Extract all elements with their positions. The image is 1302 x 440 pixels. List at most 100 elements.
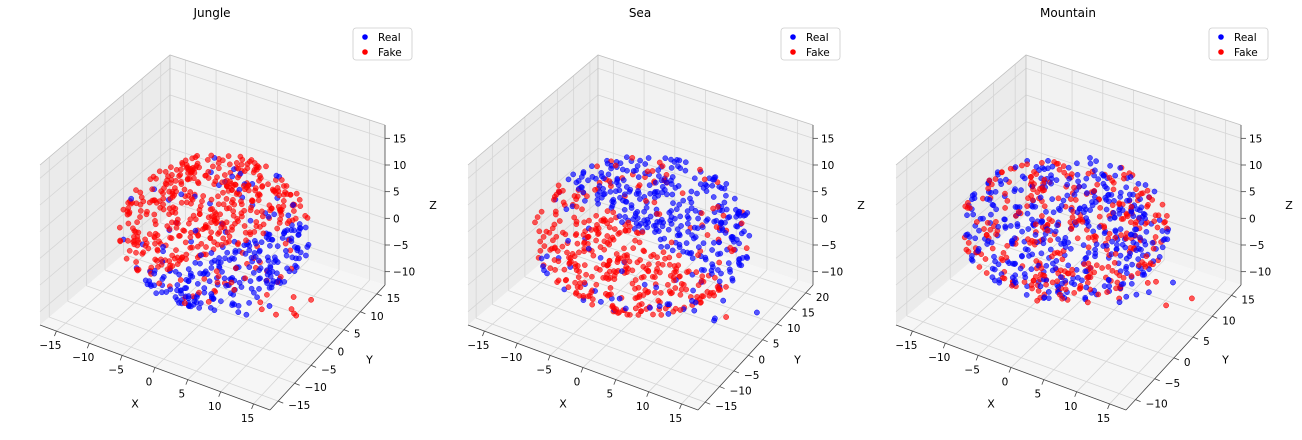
point-fake bbox=[274, 225, 281, 232]
point-fake bbox=[603, 291, 609, 297]
point-fake bbox=[684, 269, 690, 275]
point-real bbox=[664, 243, 671, 250]
point-real bbox=[1018, 187, 1024, 193]
point-real bbox=[247, 217, 254, 224]
point-fake bbox=[213, 268, 220, 275]
point-real bbox=[1060, 197, 1067, 204]
point-real bbox=[1032, 232, 1039, 238]
point-real bbox=[585, 245, 592, 252]
point-real bbox=[635, 190, 642, 197]
point-fake bbox=[220, 221, 227, 227]
point-real bbox=[1074, 171, 1081, 178]
point-fake bbox=[258, 306, 265, 313]
point-fake bbox=[134, 267, 141, 274]
y-tick-label: 10 bbox=[370, 311, 383, 323]
point-fake bbox=[219, 157, 226, 164]
point-fake bbox=[707, 290, 714, 296]
point-fake bbox=[1033, 171, 1040, 177]
point-fake bbox=[1021, 279, 1028, 285]
point-fake bbox=[215, 201, 222, 208]
point-fake bbox=[221, 172, 228, 178]
point-fake bbox=[574, 240, 581, 247]
point-fake bbox=[1069, 214, 1076, 221]
point-fake bbox=[976, 264, 983, 270]
point-fake bbox=[572, 290, 579, 297]
point-real bbox=[1130, 191, 1136, 198]
point-fake bbox=[564, 249, 570, 256]
point-fake bbox=[223, 196, 230, 202]
point-fake bbox=[1118, 216, 1125, 222]
point-fake bbox=[174, 261, 181, 267]
point-fake bbox=[166, 226, 173, 232]
point-real bbox=[667, 217, 674, 224]
point-real bbox=[710, 194, 717, 200]
y-tick-label: 15 bbox=[801, 307, 814, 319]
point-real bbox=[964, 212, 970, 219]
point-real bbox=[601, 175, 607, 182]
point-fake bbox=[1144, 203, 1150, 210]
point-real bbox=[716, 239, 722, 246]
point-real bbox=[641, 281, 648, 288]
point-real bbox=[668, 208, 674, 214]
point-real bbox=[563, 206, 570, 213]
point-fake bbox=[154, 258, 160, 264]
point-real bbox=[1011, 235, 1018, 241]
point-fake bbox=[187, 244, 194, 251]
point-fake bbox=[1153, 278, 1159, 285]
point-fake bbox=[1069, 266, 1075, 273]
x-tick-label: 5 bbox=[607, 389, 614, 401]
legend-marker bbox=[1218, 34, 1224, 40]
point-real bbox=[1138, 204, 1145, 211]
z-tick-label: 5 bbox=[1249, 187, 1256, 199]
point-fake bbox=[224, 183, 231, 190]
point-real bbox=[1142, 241, 1149, 248]
point-real bbox=[1029, 216, 1035, 223]
point-fake bbox=[201, 275, 208, 282]
point-fake bbox=[1092, 233, 1098, 239]
point-fake bbox=[555, 258, 562, 265]
point-real bbox=[684, 220, 691, 227]
x-tick-label: 0 bbox=[1002, 377, 1009, 389]
point-fake bbox=[1121, 171, 1127, 178]
x-tick-label: 15 bbox=[669, 413, 682, 425]
point-fake bbox=[537, 238, 544, 245]
point-real bbox=[682, 167, 689, 174]
point-real bbox=[1136, 214, 1143, 221]
point-real bbox=[677, 213, 684, 220]
point-fake bbox=[182, 239, 189, 246]
point-real bbox=[144, 281, 151, 288]
point-fake bbox=[252, 187, 258, 194]
point-real bbox=[1101, 230, 1108, 236]
point-fake bbox=[1116, 272, 1123, 279]
point-real bbox=[655, 167, 662, 174]
point-fake bbox=[695, 282, 702, 288]
point-fake bbox=[588, 227, 595, 233]
point-real bbox=[600, 191, 607, 198]
point-fake bbox=[152, 217, 158, 224]
x-tick-label: 15 bbox=[1097, 413, 1110, 425]
point-real bbox=[264, 280, 270, 287]
point-fake bbox=[133, 259, 139, 265]
point-real bbox=[1049, 196, 1056, 202]
point-fake bbox=[1071, 290, 1078, 296]
legend-label: Fake bbox=[1234, 47, 1258, 59]
point-real bbox=[686, 250, 693, 257]
point-fake bbox=[1128, 203, 1135, 210]
z-tick-label: 10 bbox=[393, 160, 406, 172]
point-fake bbox=[554, 279, 560, 285]
point-fake bbox=[1134, 193, 1141, 199]
point-real bbox=[664, 191, 670, 198]
point-real bbox=[738, 262, 745, 269]
point-real bbox=[1065, 164, 1072, 171]
point-fake bbox=[186, 220, 192, 227]
point-real bbox=[637, 196, 643, 202]
point-real bbox=[733, 206, 739, 213]
point-real bbox=[1055, 284, 1062, 290]
point-real bbox=[1045, 289, 1052, 295]
point-real bbox=[1103, 242, 1110, 249]
point-real bbox=[1064, 192, 1071, 199]
point-fake bbox=[277, 216, 284, 223]
legend-label: Fake bbox=[806, 47, 830, 59]
point-real bbox=[283, 247, 289, 254]
point-fake bbox=[1056, 166, 1063, 173]
